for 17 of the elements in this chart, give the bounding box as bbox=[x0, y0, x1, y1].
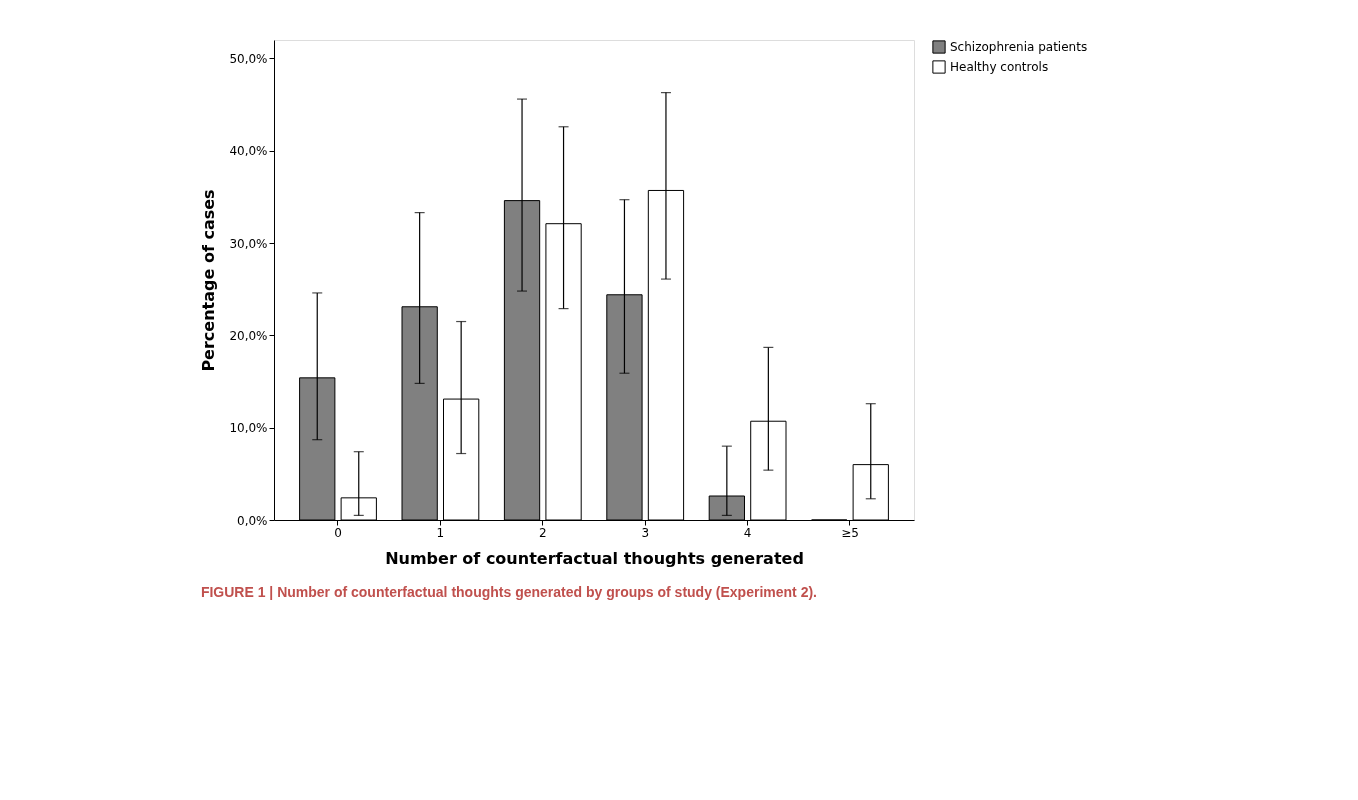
legend-label: Schizophrenia patients bbox=[950, 40, 1088, 54]
caption: FIGURE 1 | Number of counterfactual thoughts generated by groups of study (Experiment 2). bbox=[200, 584, 817, 600]
x-tick-label: 4 bbox=[743, 525, 752, 540]
y-tick-label: 10,0% bbox=[229, 421, 268, 436]
x-tick-label: 2 bbox=[538, 525, 547, 540]
y-tick-label: 30,0% bbox=[229, 236, 268, 251]
x-tick-label: 1 bbox=[436, 525, 445, 540]
x-tick-label: 3 bbox=[641, 525, 650, 540]
x-tick-label: 0 bbox=[334, 525, 342, 540]
y-tick-label: 50,0% bbox=[229, 51, 268, 66]
y-tick-label: 0,0% bbox=[237, 513, 268, 528]
x-tick-label: ≥5 bbox=[841, 525, 859, 540]
y-tick-label: 20,0% bbox=[229, 328, 268, 343]
legend-label: Healthy controls bbox=[950, 60, 1049, 74]
y-axis-title: Percentage of cases bbox=[199, 189, 219, 372]
y-tick-label: 40,0% bbox=[229, 144, 268, 159]
x-axis-title: Number of counterfactual thoughts generated bbox=[385, 548, 804, 568]
